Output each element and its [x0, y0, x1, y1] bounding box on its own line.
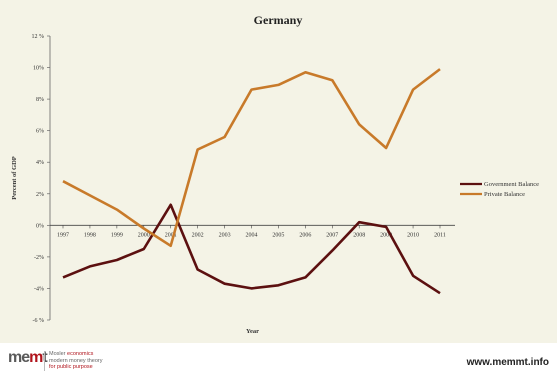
- x-axis-title: Year: [246, 328, 259, 335]
- y-tick-label: 12 %: [32, 34, 45, 40]
- tagline-line1a: Mosler: [49, 351, 68, 357]
- x-tick-label: 2004: [246, 232, 258, 238]
- series-line-0: [62, 203, 441, 295]
- chart-panel: Germany -6 % -4% -2% 0% 2% 4% 6% 8% 10% 12 % 1997 19…: [0, 0, 557, 343]
- tagline-line3: for public purpose: [49, 364, 93, 370]
- logo-me: me: [8, 349, 30, 366]
- legend-label-1: Private Balance: [484, 191, 525, 198]
- y-tick-label: 4%: [36, 160, 44, 166]
- x-tick-label: 2010: [407, 232, 419, 238]
- x-tick-label: 2002: [192, 232, 204, 238]
- site-url[interactable]: www.memmt.info: [466, 357, 549, 368]
- x-tick-label: 2009: [380, 232, 392, 238]
- x-tick-label: 2006: [299, 232, 311, 238]
- x-tick-label: 2007: [326, 232, 338, 238]
- legend-label-0: Government Balance: [484, 181, 539, 188]
- x-tick-label: 2011: [434, 232, 446, 238]
- logo-m: m: [29, 349, 43, 366]
- series-line-1: [62, 68, 441, 248]
- x-tick-label: 1999: [111, 232, 123, 238]
- tagline-line1b: economics: [67, 351, 94, 357]
- y-tick-label: -2%: [34, 255, 44, 261]
- x-tick-label: 2003: [219, 232, 231, 238]
- y-tick-label: -6 %: [33, 318, 45, 324]
- x-tick-label: 2001: [165, 232, 177, 238]
- footer: memt Mosler economics modern money theor…: [0, 343, 557, 383]
- y-tick-label: -4%: [34, 286, 44, 292]
- tagline-line2: modern money theory: [49, 357, 103, 364]
- y-tick-label: 6%: [36, 129, 44, 135]
- x-tick-label: 2000: [138, 232, 150, 238]
- x-tick-label: 1997: [57, 232, 69, 238]
- tagline: Mosler economics modern money theory for…: [44, 351, 103, 371]
- x-tick-label: 2005: [272, 232, 284, 238]
- logo-t: t: [42, 349, 47, 366]
- x-tick-label: 2008: [353, 232, 365, 238]
- line-chart: Germany -6 % -4% -2% 0% 2% 4% 6% 8% 10% 12 % 1997 19…: [11, 13, 539, 335]
- y-axis-title: Percent of GDP: [11, 156, 18, 200]
- x-tick-label: 1998: [84, 232, 96, 238]
- y-tick-label: 0%: [36, 223, 44, 229]
- y-tick-label: 10%: [33, 66, 44, 72]
- memmt-logo: memt: [8, 349, 48, 367]
- y-tick-label: 8%: [36, 97, 44, 103]
- chart-title: Germany: [254, 13, 303, 27]
- y-tick-label: 2%: [36, 192, 44, 198]
